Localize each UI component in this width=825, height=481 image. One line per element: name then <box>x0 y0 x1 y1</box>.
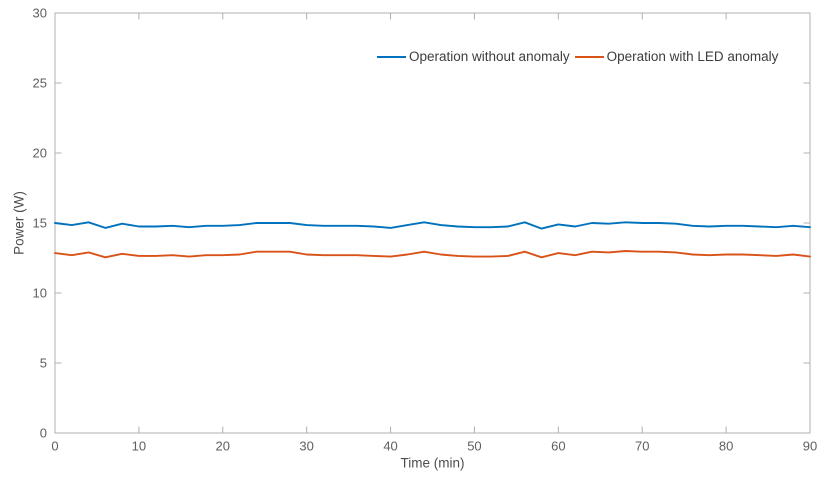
y-tick-label: 25 <box>33 76 47 91</box>
x-tick-label: 10 <box>132 439 146 454</box>
x-tick-label: 90 <box>803 439 817 454</box>
series-line-0 <box>54 221 811 230</box>
x-tick-label: 30 <box>299 439 313 454</box>
legend-line-sample-without-anomaly <box>377 56 406 58</box>
y-tick-label: 10 <box>33 286 47 301</box>
x-axis-label: Time (min) <box>401 456 465 471</box>
x-tick-label: 60 <box>551 439 565 454</box>
chart-legend: Operation without anomaly Operation with… <box>377 46 778 68</box>
x-tick-label: 50 <box>467 439 481 454</box>
x-tick-label: 70 <box>635 439 649 454</box>
x-tick-label: 20 <box>216 439 230 454</box>
legend-line-sample-led-anomaly <box>574 56 604 58</box>
x-tick-label: 80 <box>719 439 733 454</box>
x-tick-label: 0 <box>51 439 58 454</box>
legend-item-without-anomaly: Operation without anomaly <box>377 46 570 68</box>
legend-item-led-anomaly: Operation with LED anomaly <box>574 46 779 68</box>
series-line-1 <box>54 250 811 259</box>
x-tick-label: 40 <box>383 439 397 454</box>
y-tick-label: 15 <box>33 216 47 231</box>
legend-label-led-anomaly: Operation with LED anomaly <box>606 49 779 64</box>
y-tick-label: 0 <box>40 426 47 441</box>
y-tick-label: 20 <box>33 146 47 161</box>
legend-label-without-anomaly: Operation without anomaly <box>409 49 570 64</box>
y-axis-label: Power (W) <box>12 191 27 255</box>
y-tick-label: 30 <box>33 6 47 21</box>
y-tick-label: 5 <box>40 356 47 371</box>
